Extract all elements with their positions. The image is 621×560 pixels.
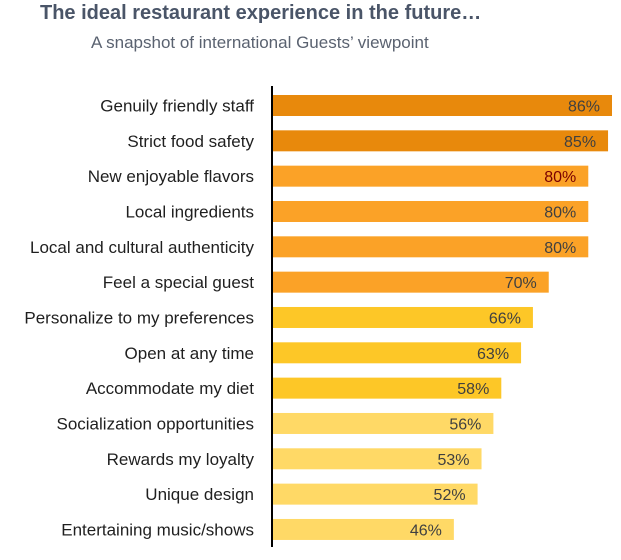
bar-local-ingredients — [272, 200, 589, 222]
value-label-new-enjoyable-flavors: 80% — [544, 169, 576, 186]
bar-personalize-to-my-preferences — [272, 306, 533, 328]
bar-genuily-friendly-staff — [272, 95, 612, 116]
bar-new-enjoyable-flavors — [272, 165, 589, 187]
category-label-local-ingredients: Local ingredients — [125, 202, 254, 221]
chart-subtitle: A snapshot of international Guests’ view… — [91, 33, 429, 52]
category-label-new-enjoyable-flavors: New enjoyable flavors — [88, 167, 254, 186]
bar-unique-design — [272, 483, 478, 505]
bar-local-and-cultural-authenticity — [272, 236, 589, 258]
bar-entertaining-music-shows — [272, 518, 454, 540]
bar-open-at-any-time — [272, 342, 522, 364]
category-label-open-at-any-time: Open at any time — [125, 344, 254, 363]
value-label-local-ingredients: 80% — [544, 204, 576, 221]
value-label-strict-food-safety: 85% — [564, 134, 596, 151]
value-label-genuily-friendly-staff: 86% — [568, 99, 600, 116]
category-label-rewards-my-loyalty: Rewards my loyalty — [107, 450, 255, 469]
category-label-strict-food-safety: Strict food safety — [127, 132, 254, 151]
category-label-personalize-to-my-preferences: Personalize to my preferences — [24, 308, 254, 327]
value-label-socialization-opportunities: 56% — [449, 416, 481, 433]
value-label-local-and-cultural-authenticity: 80% — [544, 240, 576, 257]
category-label-feel-a-special-guest: Feel a special guest — [103, 273, 254, 292]
chart-title: The ideal restaurant experience in the f… — [40, 2, 482, 24]
value-label-rewards-my-loyalty: 53% — [437, 452, 469, 469]
value-label-accommodate-my-diet: 58% — [457, 381, 489, 398]
bar-socialization-opportunities — [272, 412, 494, 434]
bar-rewards-my-loyalty — [272, 448, 482, 470]
bar-accommodate-my-diet — [272, 377, 502, 399]
value-label-personalize-to-my-preferences: 66% — [489, 310, 521, 327]
category-label-socialization-opportunities: Socialization opportunities — [56, 414, 254, 433]
value-label-open-at-any-time: 63% — [477, 346, 509, 363]
category-label-accommodate-my-diet: Accommodate my diet — [86, 379, 254, 398]
value-label-feel-a-special-guest: 70% — [505, 275, 537, 292]
value-label-unique-design: 52% — [434, 487, 466, 504]
category-label-genuily-friendly-staff: Genuily friendly staff — [100, 97, 254, 116]
value-label-entertaining-music-shows: 46% — [410, 522, 442, 539]
bar-feel-a-special-guest — [272, 271, 549, 293]
bar-strict-food-safety — [272, 130, 609, 152]
category-label-local-and-cultural-authenticity: Local and cultural authenticity — [30, 238, 254, 257]
category-label-entertaining-music-shows: Entertaining music/shows — [61, 520, 254, 539]
category-label-unique-design: Unique design — [145, 485, 254, 504]
